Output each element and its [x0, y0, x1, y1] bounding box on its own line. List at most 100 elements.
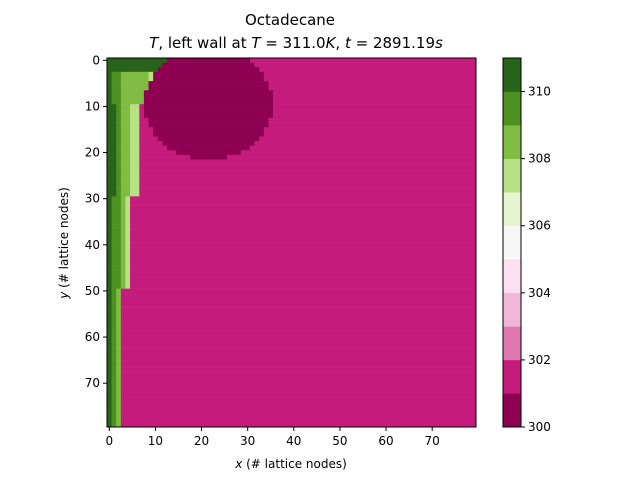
- heatmap-cell-run: [107, 284, 112, 289]
- x-tick-label: 10: [148, 434, 163, 448]
- heatmap-cell-run: [120, 173, 131, 179]
- heatmap-cell-run: [120, 385, 477, 391]
- heatmap-cell-run: [120, 307, 477, 312]
- heatmap-cell-run: [107, 90, 112, 96]
- heatmap-cell-run: [107, 307, 112, 312]
- heatmap-cell-run: [254, 62, 477, 68]
- heatmap-cell-run: [125, 247, 131, 253]
- colorbar-tick-label: 302: [528, 353, 551, 367]
- heatmap-cell-run: [111, 399, 117, 405]
- heatmap-cell-run: [120, 237, 126, 243]
- y-tick-label: 30: [85, 192, 100, 206]
- heatmap-cell-run: [120, 417, 477, 423]
- heatmap-cell-run: [130, 256, 477, 262]
- heatmap-cell-run: [111, 357, 117, 363]
- heatmap-cell-run: [111, 367, 117, 372]
- heatmap-cell-run: [268, 117, 477, 123]
- heatmap-cell-run: [111, 343, 117, 349]
- heatmap-cell-run: [120, 348, 477, 354]
- heatmap-cell-run: [116, 297, 122, 303]
- heatmap-cell-run: [120, 94, 145, 100]
- heatmap-cell-run: [139, 154, 191, 160]
- heatmap-cell-run: [107, 224, 112, 229]
- heatmap-cell-run: [107, 279, 112, 285]
- heatmap-cell-run: [125, 251, 131, 257]
- heatmap-cell-run: [116, 131, 122, 137]
- heatmap-cell-run: [120, 367, 477, 372]
- heatmap-cell-run: [120, 219, 126, 225]
- heatmap-cell-run: [139, 191, 477, 197]
- heatmap-cell-run: [120, 200, 126, 206]
- heatmap-cell-run: [130, 265, 477, 271]
- heatmap-cell-run: [120, 187, 131, 193]
- heatmap-cell-run: [107, 288, 112, 294]
- heatmap-cell-run: [273, 94, 477, 100]
- heatmap-cell-run: [120, 85, 149, 91]
- heatmap-cell-run: [139, 145, 168, 151]
- heatmap-cell-run: [268, 122, 477, 128]
- heatmap-cell-run: [125, 256, 131, 262]
- heatmap-cell-run: [120, 293, 477, 299]
- heatmap-cell-run: [120, 325, 477, 331]
- heatmap-cell-run: [273, 99, 477, 105]
- heatmap-cell-run: [120, 339, 477, 345]
- heatmap-cell-run: [120, 265, 126, 271]
- heatmap-cell-run: [120, 76, 149, 82]
- heatmap-cell-run: [130, 242, 477, 248]
- heatmap-cell-run: [120, 371, 477, 377]
- colorbar-segment: [503, 158, 521, 193]
- heatmap-cell-run: [107, 422, 112, 428]
- heatmap-cell-run: [107, 219, 112, 225]
- heatmap-cell-run: [111, 284, 122, 289]
- heatmap-cell-run: [139, 104, 145, 110]
- heatmap-cell-run: [120, 394, 477, 400]
- x-tick-label: 50: [332, 434, 347, 448]
- heatmap-cell-run: [120, 99, 145, 105]
- heatmap-cell-run: [111, 214, 122, 220]
- heatmap-cell-run: [120, 320, 477, 326]
- heatmap-cell-run: [107, 376, 112, 382]
- heatmap-cell-run: [130, 260, 477, 266]
- heatmap-cell-run: [263, 127, 477, 133]
- heatmap-cell-run: [120, 343, 477, 349]
- heatmap-cell-run: [116, 348, 122, 354]
- heatmap-cell-run: [130, 168, 140, 174]
- heatmap-cell-run: [107, 362, 112, 368]
- colorbar-segment: [503, 125, 521, 159]
- x-axis-label: x (# lattice nodes): [234, 457, 347, 471]
- heatmap-cell-run: [111, 219, 122, 225]
- colorbar-frame: [502, 57, 522, 428]
- heatmap-cell-run: [120, 297, 477, 303]
- heatmap-cell-run: [139, 122, 149, 128]
- heatmap-cell-run: [130, 279, 477, 285]
- heatmap-cell-run: [139, 117, 149, 123]
- heatmap-cell-run: [107, 196, 112, 202]
- colorbar-tick-label: 306: [528, 219, 551, 233]
- heatmap-cell-run: [120, 316, 477, 322]
- heatmap-cell-run: [268, 81, 477, 86]
- heatmap-cell-run: [116, 367, 122, 372]
- heatmap-cell-run: [111, 260, 122, 266]
- heatmap-cell-run: [120, 408, 477, 414]
- heatmap-cell-run: [139, 173, 477, 179]
- heatmap-cell-run: [107, 85, 112, 91]
- heatmap-cell-run: [107, 136, 117, 142]
- heatmap-cell-run: [139, 182, 477, 188]
- heatmap-cell-run: [107, 403, 112, 409]
- heatmap-cell-run: [120, 150, 131, 156]
- heatmap-cell-run: [116, 293, 122, 299]
- heatmap-cell-run: [130, 131, 140, 137]
- heatmap-cell-run: [148, 81, 269, 86]
- heatmap-cell-run: [107, 122, 117, 128]
- heatmap-cell-run: [116, 173, 122, 179]
- heatmap-cell-run: [107, 150, 117, 156]
- y-tick-label: 10: [85, 99, 100, 113]
- heatmap-cell-run: [111, 279, 122, 285]
- heatmap-cell-run: [107, 191, 117, 197]
- heatmap-cell-run: [111, 334, 117, 340]
- heatmap-cell-run: [190, 154, 228, 160]
- heatmap-cell-run: [116, 182, 122, 188]
- heatmap-cell-run: [116, 113, 122, 119]
- heatmap-cell-run: [148, 85, 269, 91]
- heatmap-cell-run: [107, 237, 112, 243]
